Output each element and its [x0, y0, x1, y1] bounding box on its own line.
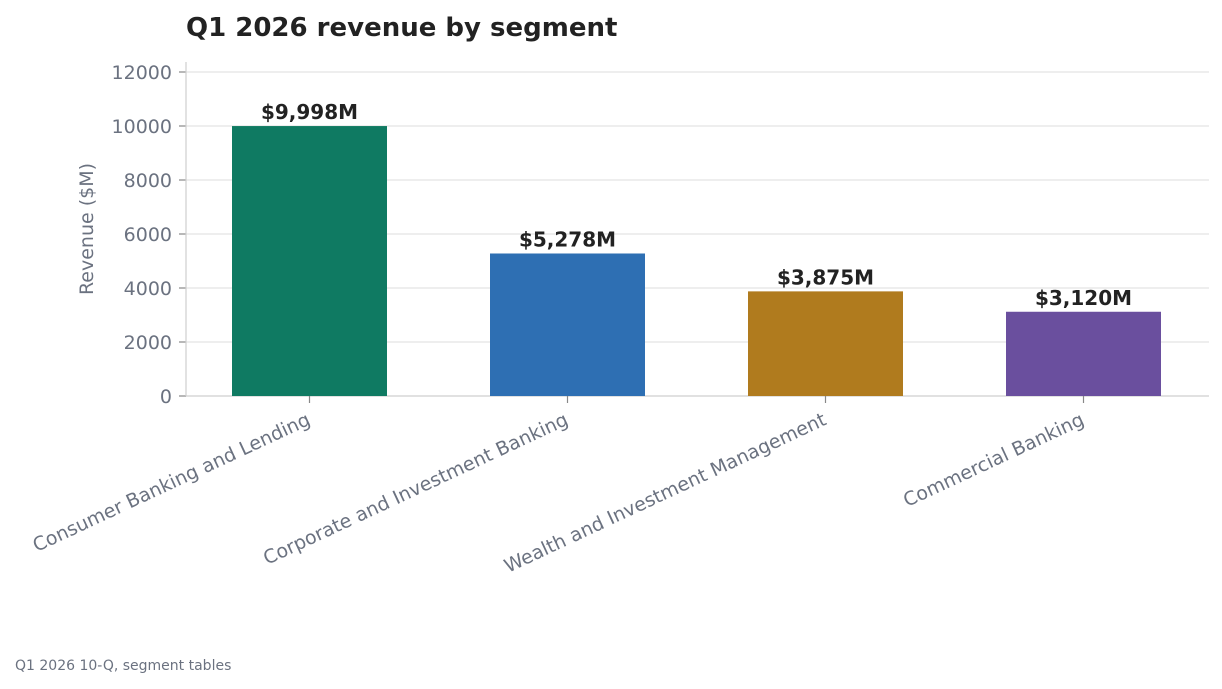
data-labels: $9,998M $5,278M $3,875M $3,120M [261, 100, 1132, 310]
y-tick-label: 10000 [112, 116, 172, 138]
y-tick-label: 8000 [124, 170, 172, 192]
data-label-3: $3,875M [777, 265, 874, 289]
y-tick-label: 0 [160, 386, 172, 408]
x-tick-label-1: Consumer Banking and Lending [29, 409, 313, 557]
y-tick-labels: 0 2000 4000 6000 8000 10000 12000 [112, 62, 172, 408]
bar-4 [1006, 311, 1161, 396]
source-note: Q1 2026 10-Q, segment tables [15, 658, 231, 674]
chart-title: Q1 2026 revenue by segment [186, 13, 617, 43]
y-tick-label: 12000 [112, 62, 172, 84]
bar-1 [232, 126, 387, 396]
y-axis-label: Revenue ($M) [76, 163, 98, 295]
x-tick-label-4: Commercial Banking [900, 409, 1088, 512]
bars [232, 126, 1161, 396]
data-label-4: $3,120M [1035, 286, 1132, 310]
data-label-2: $5,278M [519, 227, 616, 251]
y-tick-label: 6000 [124, 224, 172, 246]
bar-3 [748, 291, 903, 396]
bar-2 [490, 253, 645, 396]
data-label-1: $9,998M [261, 100, 358, 124]
y-tick-label: 4000 [124, 278, 172, 300]
y-tick-label: 2000 [124, 332, 172, 354]
